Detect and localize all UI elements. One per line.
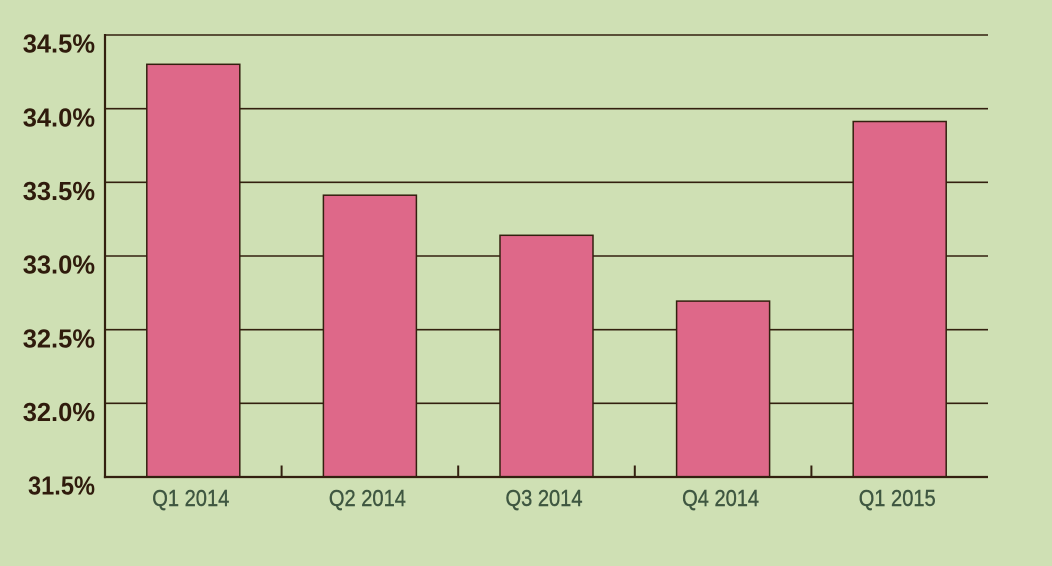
svg-text:33.0%: 33.0%	[23, 252, 95, 280]
svg-text:Q4 2014: Q4 2014	[682, 485, 759, 511]
svg-text:32.0%: 32.0%	[23, 399, 95, 427]
svg-text:32.5%: 32.5%	[23, 325, 95, 353]
svg-text:Q3 2014: Q3 2014	[506, 485, 583, 511]
svg-text:34.5%: 34.5%	[23, 31, 95, 59]
svg-text:Q1 2015: Q1 2015	[859, 485, 936, 511]
svg-text:33.5%: 33.5%	[23, 178, 95, 206]
svg-text:Q1 2014: Q1 2014	[152, 485, 229, 511]
svg-text:31.5%: 31.5%	[28, 473, 95, 501]
svg-text:34.0%: 34.0%	[23, 104, 95, 132]
svg-text:Q2 2014: Q2 2014	[329, 485, 406, 511]
